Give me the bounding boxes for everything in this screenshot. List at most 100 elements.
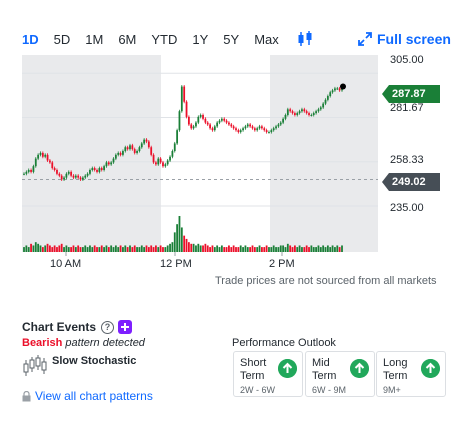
performance-card-mid[interactable]: Mid Term 6W - 9M xyxy=(305,351,375,397)
volume-bar xyxy=(324,247,327,252)
range-1y[interactable]: 1Y xyxy=(192,31,209,47)
bearish-label: Bearish xyxy=(22,337,63,349)
volume-bar xyxy=(65,245,68,252)
candle-body xyxy=(105,162,108,167)
volume-bar xyxy=(152,247,155,252)
candle-body xyxy=(124,147,127,152)
candle-body xyxy=(93,168,96,170)
chart-events-heading: Chart Events ? xyxy=(22,320,133,334)
candle-body xyxy=(112,158,115,163)
candle-body xyxy=(63,177,65,180)
candle-body xyxy=(206,122,209,125)
candle-body xyxy=(119,152,122,155)
volume-bar xyxy=(329,247,332,252)
candle-body xyxy=(303,109,306,112)
volume-bar xyxy=(279,245,282,252)
candle-body xyxy=(114,154,117,159)
volume-bar xyxy=(122,247,124,252)
candle-body xyxy=(244,126,247,129)
volume-bar xyxy=(37,243,40,252)
pattern-item[interactable]: Slow Stochastic xyxy=(22,352,136,378)
price-chart[interactable] xyxy=(0,52,475,270)
candle-body xyxy=(211,128,214,131)
candle-body xyxy=(27,170,30,172)
candle-body xyxy=(195,122,197,127)
candle-body xyxy=(72,175,75,178)
volume-bar xyxy=(197,243,200,252)
volume-bar xyxy=(173,232,176,252)
volume-bar xyxy=(74,247,77,252)
candle-body xyxy=(237,130,240,133)
volume-bar xyxy=(178,216,181,252)
chart-events-title: Chart Events xyxy=(22,320,97,334)
full-screen-button[interactable]: Full screen xyxy=(358,30,451,48)
trade-prices-disclaimer: Trade prices are not sourced from all ma… xyxy=(215,275,437,287)
candle-body xyxy=(176,130,179,144)
range-6m[interactable]: 6M xyxy=(118,31,137,47)
term-label-line2: Term xyxy=(312,370,337,382)
volume-bar xyxy=(84,245,87,252)
candle-body xyxy=(100,168,103,170)
candle-body xyxy=(258,126,261,129)
candle-body xyxy=(279,122,282,125)
volume-bar xyxy=(103,247,105,252)
candle-body xyxy=(301,109,303,112)
volume-bar xyxy=(232,245,235,252)
candle-body xyxy=(145,139,148,142)
volume-bar xyxy=(25,245,28,252)
volume-bar xyxy=(51,247,54,252)
volume-bar xyxy=(206,245,209,252)
help-icon[interactable]: ? xyxy=(101,320,115,334)
volume-bar xyxy=(107,247,110,252)
volume-bar xyxy=(258,245,261,252)
candle-body xyxy=(32,166,35,172)
candle-body xyxy=(338,88,341,91)
y-tick-label: 258.33 xyxy=(390,154,424,166)
range-ytd[interactable]: YTD xyxy=(151,31,178,47)
x-tick-label: 2 PM xyxy=(269,258,295,270)
volume-bar xyxy=(275,247,277,252)
range-1m[interactable]: 1M xyxy=(85,31,104,47)
candle-body xyxy=(183,86,186,102)
candle-body xyxy=(291,111,294,114)
candle-body xyxy=(261,126,263,129)
volume-bars xyxy=(23,216,343,252)
candlestick-icon[interactable] xyxy=(296,30,314,48)
volume-bar xyxy=(322,245,325,252)
view-all-chart-patterns-link[interactable]: View all chart patterns xyxy=(22,389,153,403)
candle-body xyxy=(322,103,325,108)
candle-body xyxy=(173,143,176,152)
last-price-dot xyxy=(340,83,346,90)
volume-bar xyxy=(308,247,310,252)
range-max[interactable]: Max xyxy=(254,31,279,47)
x-axis-ticks xyxy=(65,252,283,256)
lock-icon xyxy=(22,390,31,401)
volume-bar xyxy=(53,245,56,252)
candle-body xyxy=(251,126,254,129)
volume-bar xyxy=(185,238,188,252)
candle-body xyxy=(129,145,131,150)
candle-body xyxy=(284,115,287,119)
volume-bar xyxy=(169,243,171,252)
term-label-line2: Term xyxy=(383,370,408,382)
performance-card-short[interactable]: Short Term 2W - 6W xyxy=(233,351,303,397)
volume-bar xyxy=(96,247,98,252)
range-1d[interactable]: 1D xyxy=(22,31,39,47)
candle-body xyxy=(265,130,268,133)
performance-outlook-title: Performance Outlook xyxy=(232,337,336,349)
y-tick-label: 305.00 xyxy=(390,54,424,66)
volume-bar xyxy=(129,245,131,252)
candle-body xyxy=(317,109,320,112)
term-label-line1: Mid xyxy=(312,357,330,369)
volume-bar xyxy=(147,247,150,252)
range-5d[interactable]: 5D xyxy=(53,31,71,47)
candle-body xyxy=(166,160,169,165)
volume-bar xyxy=(230,247,233,252)
term-label-line2: Term xyxy=(240,370,265,382)
candle-body xyxy=(228,122,230,125)
range-5y[interactable]: 5Y xyxy=(223,31,240,47)
x-tick-label: 10 AM xyxy=(50,258,82,270)
performance-card-long[interactable]: Long Term 9M+ xyxy=(376,351,446,397)
plus-icon[interactable] xyxy=(118,320,133,334)
volume-bar xyxy=(39,245,42,252)
